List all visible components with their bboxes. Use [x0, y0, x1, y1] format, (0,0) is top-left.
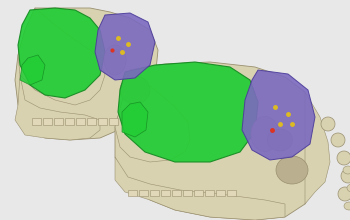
- Ellipse shape: [267, 129, 293, 151]
- Bar: [128, 190, 137, 196]
- Bar: [216, 190, 225, 196]
- Polygon shape: [15, 75, 100, 140]
- Polygon shape: [18, 8, 105, 98]
- Ellipse shape: [276, 156, 308, 184]
- Ellipse shape: [331, 133, 345, 147]
- Bar: [150, 190, 159, 196]
- Bar: [139, 190, 148, 196]
- Polygon shape: [242, 70, 315, 160]
- Bar: [65, 118, 74, 125]
- Polygon shape: [115, 62, 320, 220]
- Polygon shape: [20, 55, 45, 85]
- Bar: [172, 190, 181, 196]
- Ellipse shape: [338, 187, 350, 201]
- Bar: [54, 118, 63, 125]
- Ellipse shape: [347, 184, 350, 192]
- Bar: [183, 190, 192, 196]
- Ellipse shape: [251, 117, 279, 152]
- Bar: [32, 118, 41, 125]
- Bar: [87, 118, 96, 125]
- Polygon shape: [305, 92, 330, 204]
- Ellipse shape: [321, 117, 335, 131]
- Polygon shape: [18, 8, 105, 105]
- Polygon shape: [118, 62, 258, 162]
- Polygon shape: [15, 8, 158, 140]
- Bar: [76, 118, 85, 125]
- Polygon shape: [115, 157, 285, 220]
- Polygon shape: [115, 70, 190, 162]
- Bar: [227, 190, 236, 196]
- Bar: [194, 190, 203, 196]
- Bar: [98, 118, 107, 125]
- Polygon shape: [95, 13, 155, 80]
- Ellipse shape: [341, 169, 350, 183]
- Bar: [43, 118, 52, 125]
- Ellipse shape: [104, 45, 126, 75]
- Bar: [161, 190, 170, 196]
- Ellipse shape: [344, 202, 350, 210]
- Bar: [109, 118, 118, 125]
- Bar: [205, 190, 214, 196]
- Ellipse shape: [120, 76, 150, 104]
- Ellipse shape: [337, 151, 350, 165]
- Polygon shape: [122, 102, 148, 137]
- Ellipse shape: [343, 166, 350, 174]
